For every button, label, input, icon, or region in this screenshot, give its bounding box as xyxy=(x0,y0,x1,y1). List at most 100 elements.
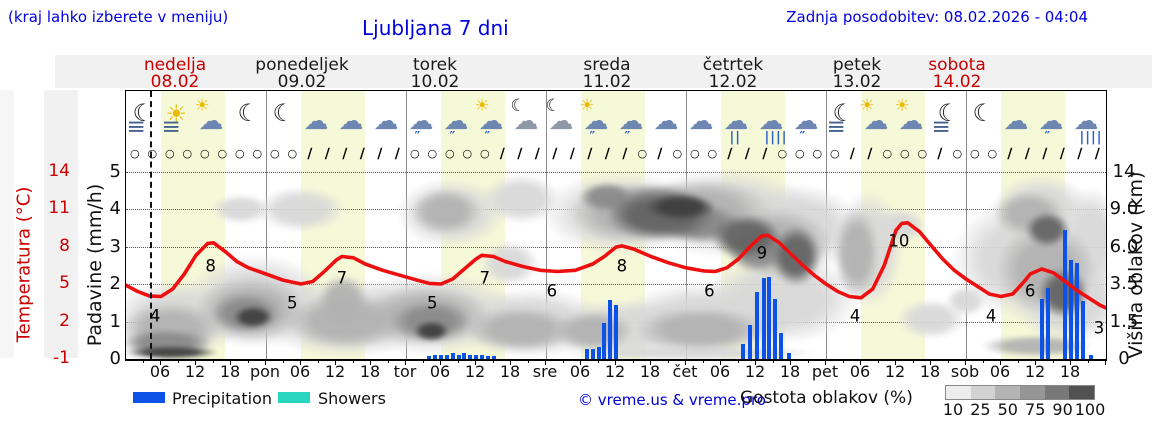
time-tick xyxy=(247,359,249,363)
precipitation-bar xyxy=(439,354,443,359)
time-tick xyxy=(772,359,774,363)
cloud-icon: ☁ xyxy=(1003,106,1029,135)
cloud-density-blob xyxy=(946,286,986,316)
time-label: 18 xyxy=(499,362,521,381)
time-label: 12 xyxy=(744,362,766,381)
precipitation-axis-title: Padavine (mm/h) xyxy=(84,183,106,347)
time-tick xyxy=(1070,359,1071,365)
density-tick-label: 10 xyxy=(942,400,964,419)
weather-icon-cloud-rain-heavy: ☁ |||| xyxy=(1071,99,1107,145)
precipitation-bar xyxy=(1063,229,1068,359)
precipitation-bar xyxy=(479,355,484,359)
cloud-icon: ☁ xyxy=(478,106,504,135)
wind-barb-icon: ∕ xyxy=(534,146,540,162)
precipitation-bar xyxy=(584,348,589,359)
rain-icon: ″ xyxy=(624,130,632,145)
time-tick xyxy=(300,359,301,365)
temperature-value-label: 5 xyxy=(287,293,298,313)
wind-barb-icon: ∕ xyxy=(307,146,313,162)
sun-icon: ☀ xyxy=(894,96,910,116)
showers-legend-label: Showers xyxy=(318,389,386,408)
temperature-value-label: 8 xyxy=(205,256,216,275)
wind-barb-icon: ∕ xyxy=(587,146,593,162)
moon-icon: ☾ xyxy=(510,96,526,116)
calm-wind-icon: ○ xyxy=(829,147,840,160)
time-tick xyxy=(860,359,861,365)
temperature-value-label: 10 xyxy=(888,231,910,250)
weather-icon-sun-cloud: ☀ ☁ xyxy=(860,96,897,145)
cloud-density-blob xyxy=(1024,211,1070,247)
rain-icon: ″ xyxy=(1044,130,1052,145)
calm-wind-icon: ○ xyxy=(217,147,228,160)
day-date-label: 12.02 xyxy=(708,72,758,92)
time-tick xyxy=(457,359,459,363)
weather-icon-moon-fog: ☾ ≡ xyxy=(931,99,967,145)
cloud-density-blob xyxy=(126,345,219,359)
temperature-value-label: 7 xyxy=(336,268,348,288)
time-tick xyxy=(545,359,546,365)
left-gutter-strip xyxy=(0,90,14,358)
temperature-curve xyxy=(126,221,1106,310)
copyright-link[interactable]: © vreme.us & vreme.pro xyxy=(578,391,766,409)
page-title: Ljubljana 7 dni xyxy=(362,16,509,40)
temp-tick-label: 11 xyxy=(48,198,70,218)
rain-icon: ″ xyxy=(414,130,422,145)
cloud-height-axis-title: Višina oblakov (km) xyxy=(1125,171,1147,359)
time-tick xyxy=(440,359,441,365)
day-name-label: sreda xyxy=(583,55,631,75)
wind-barb-icon: ∕ xyxy=(1024,146,1030,162)
precipitation-bar xyxy=(491,356,496,359)
weather-icon-moon-fog: ☾ ≡ xyxy=(826,99,862,145)
density-tick-label: 25 xyxy=(970,400,991,419)
day-date-label: 09.02 xyxy=(277,72,327,92)
precipitation-bar xyxy=(462,353,467,359)
day-date-label: 11.02 xyxy=(582,72,632,92)
fog-icon: ≡ xyxy=(826,114,846,140)
precipitation-bar xyxy=(755,291,760,359)
time-tick xyxy=(667,359,669,363)
time-tick xyxy=(195,359,196,365)
calm-wind-icon: ○ xyxy=(672,147,683,160)
precip-tick-label: 3 xyxy=(109,235,121,257)
cloud-height-tick-label: 14 xyxy=(1112,160,1136,182)
cloud-icon: ☁ xyxy=(618,106,644,135)
temp-tick-label: -1 xyxy=(53,348,70,368)
day-abbr-label: tor xyxy=(393,362,417,381)
temp-tick-label: 2 xyxy=(59,310,70,331)
precipitation-bar xyxy=(1089,355,1094,359)
weather-icon-cloud: ☁ xyxy=(371,99,407,145)
moon-icon: ☾ xyxy=(937,99,960,127)
day-date-label: 14.02 xyxy=(932,72,982,92)
day-abbr-label: pet xyxy=(811,362,839,381)
cloud-density-blob xyxy=(553,311,633,351)
precipitation-bar xyxy=(1080,300,1085,359)
time-label: 12 xyxy=(1024,362,1046,381)
cloud-density-blob xyxy=(318,273,368,329)
time-label: 06 xyxy=(149,362,171,381)
cloud-icon: ☁ xyxy=(198,106,224,135)
time-tick xyxy=(177,359,179,363)
calm-wind-icon: ○ xyxy=(707,147,718,160)
temperature-value-label: 4 xyxy=(149,306,161,325)
time-tick xyxy=(212,359,214,363)
cloud-height-tick-label: 3.5 xyxy=(1109,273,1139,294)
cloud-density-blob xyxy=(233,306,273,328)
cloud-icon: ☁ xyxy=(723,106,749,135)
density-segment xyxy=(1020,386,1045,399)
wind-barb-icon: ∕ xyxy=(517,146,523,162)
cloud-density-gradient-bar xyxy=(945,385,1095,400)
sun-icon: ☀ xyxy=(194,96,210,116)
calm-wind-icon: ○ xyxy=(287,147,298,160)
wind-barb-icon: ∕ xyxy=(849,146,855,162)
calm-wind-icon: ○ xyxy=(129,147,140,160)
calm-wind-icon: ○ xyxy=(182,147,193,160)
density-tick-label: 50 xyxy=(997,400,1018,419)
moon-icon: ☾ xyxy=(545,96,561,116)
calm-wind-icon: ○ xyxy=(234,147,245,160)
precipitation-legend-label: Precipitation xyxy=(172,389,273,408)
wind-barb-icon: ∕ xyxy=(727,146,733,162)
cloud-icon: ☁ xyxy=(303,106,329,135)
time-tick xyxy=(230,359,231,365)
rain-icon: |||| xyxy=(1079,130,1103,145)
wind-barb-icon: ∕ xyxy=(1077,146,1083,162)
